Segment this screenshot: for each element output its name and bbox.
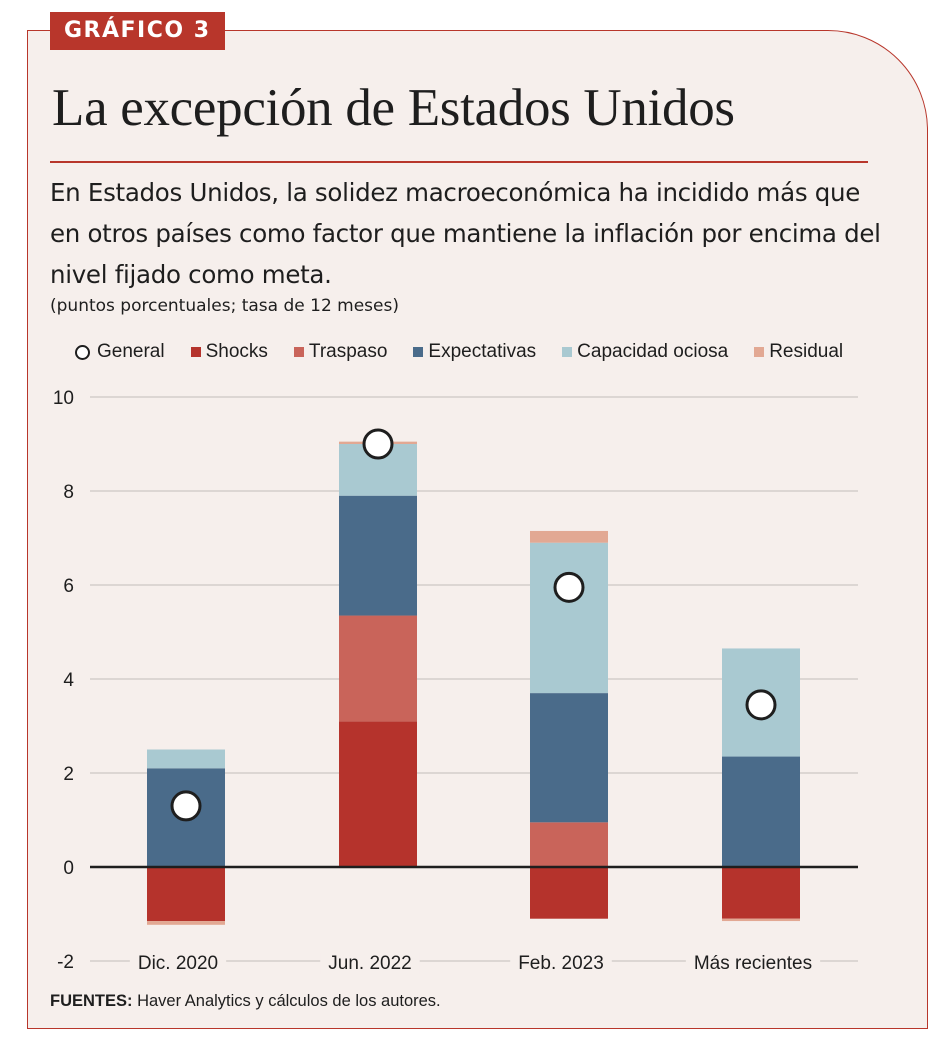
y-tick-label: 0: [63, 858, 74, 879]
source-text: Haver Analytics y cálculos de los autore…: [132, 992, 441, 1010]
legend-item-expectativas: Expectativas: [413, 341, 536, 363]
x-label-background: [685, 953, 821, 974]
bar-segment-shocks: [339, 721, 417, 867]
bar-segment-residual: [530, 530, 608, 543]
bar-segment-residual: [722, 918, 800, 922]
legend-swatch: [562, 347, 573, 357]
units-note: (puntos porcentuales; tasa de 12 meses): [50, 296, 399, 316]
x-category-label: Jun. 2022: [328, 953, 411, 974]
legend-swatch: [190, 347, 201, 357]
x-label-background: [129, 953, 227, 974]
legend-label: Residual: [769, 341, 844, 362]
y-tick-label: 6: [63, 576, 74, 597]
y-tick-label: 2: [63, 764, 74, 785]
general-marker: [362, 428, 394, 460]
bar-segment-traspaso: [530, 822, 608, 867]
legend-item-general: General: [75, 341, 165, 363]
chart-number-tag: GRÁFICO 3: [50, 12, 225, 50]
bar-segment-residual: [147, 921, 225, 925]
legend-item-traspaso: Traspaso: [293, 341, 388, 363]
chart-subtitle: En Estados Unidos, la solidez macroeconó…: [50, 178, 881, 289]
legend-swatch: [293, 347, 304, 357]
bar-segment-capacidad-ociosa: [147, 749, 225, 769]
x-category-label: Dic. 2020: [138, 953, 218, 974]
y-tick-label: -2: [57, 952, 74, 973]
x-category-label: Más recientes: [694, 953, 812, 974]
bar-segment-traspaso: [339, 615, 417, 722]
stacked-bar-chart: -2 0 2 4 6 8 10 Dic. 2020 Jun. 2022 Feb. 2023 Más …: [53, 388, 858, 974]
legend-label: Expectativas: [428, 341, 537, 362]
source-label: FUENTES:: [50, 992, 133, 1010]
bar-segment-expectativas: [722, 756, 800, 867]
y-tick-label: 8: [63, 482, 74, 503]
y-tick-label: 4: [63, 670, 74, 691]
legend-label: Shocks: [205, 341, 268, 362]
x-category-label: Feb. 2023: [518, 953, 604, 974]
general-marker: [745, 689, 777, 721]
bar-segment-shocks: [147, 867, 225, 922]
legend-label: Capacidad ociosa: [577, 341, 729, 362]
y-tick-label: 10: [53, 388, 74, 409]
bar-segment-shocks: [722, 867, 800, 919]
general-marker: [170, 790, 202, 822]
legend-label: General: [97, 341, 165, 362]
legend-item-shocks: Shocks: [190, 341, 268, 363]
legend: General Shocks Traspaso Expectativas Capacid…: [75, 339, 869, 365]
x-label-background: [510, 953, 612, 974]
legend-circle-marker: [75, 344, 90, 360]
chart-title: La excepción de Estados Unidos: [52, 79, 735, 137]
bar-segment-expectativas: [530, 693, 608, 823]
x-label-background: [320, 953, 420, 974]
legend-swatch: [413, 347, 424, 357]
general-marker: [553, 571, 585, 603]
legend-label: Traspaso: [308, 341, 388, 362]
legend-swatch: [754, 347, 765, 357]
bar-segment-shocks: [530, 867, 608, 919]
title-divider: [50, 161, 868, 163]
legend-item-capacidad-ociosa: Capacidad ociosa: [562, 341, 728, 363]
bar-segment-capacidad-ociosa: [530, 542, 608, 694]
bar-segment-expectativas: [339, 495, 417, 616]
source-note: FUENTES: Haver Analytics y cálculos de l…: [50, 992, 441, 1011]
legend-item-residual: Residual: [754, 341, 843, 363]
